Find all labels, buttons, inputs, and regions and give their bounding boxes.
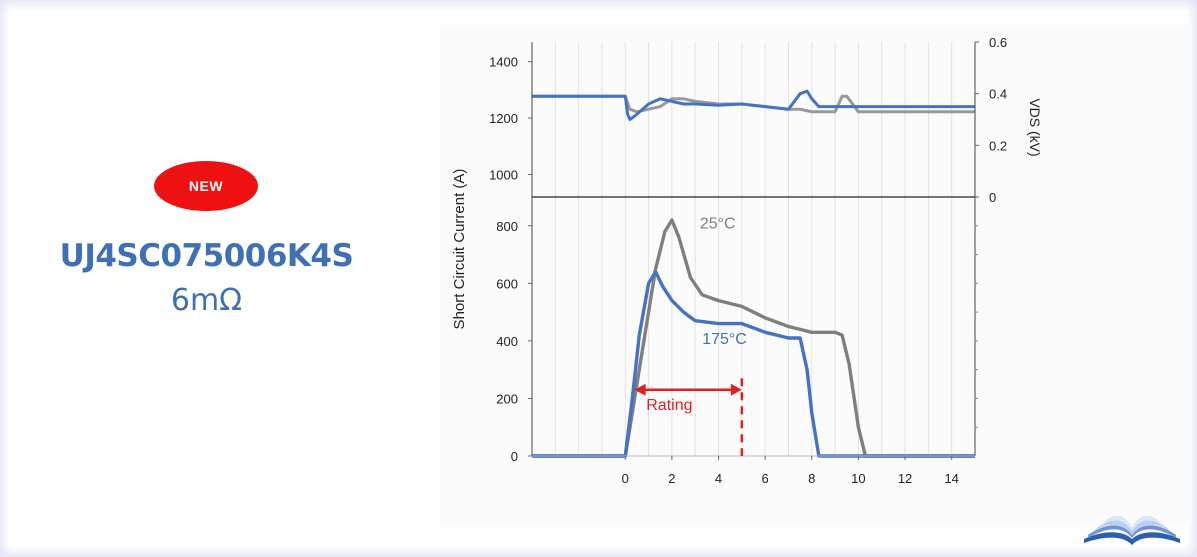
- x-tick-label: 8: [808, 471, 815, 486]
- x-tick-label: 14: [944, 471, 958, 486]
- y-tick-label: 600: [496, 276, 518, 291]
- y-tick-label: 1200: [489, 111, 518, 126]
- y-tick-label: 1400: [489, 55, 518, 70]
- short-circuit-chart: 0 2 4 6 8 10 12 14 0 200 400 600 800 1000 1200 1400 0 0.2…: [451, 35, 1043, 486]
- y2-tick-label: 0: [989, 190, 996, 205]
- x-tick-label: 2: [668, 471, 675, 486]
- x-tick-label: 10: [851, 471, 865, 486]
- y-axis-title: Short Circuit Current (A): [451, 169, 468, 330]
- current-series-line: [532, 270, 975, 458]
- x-tick-label: 6: [762, 471, 769, 486]
- part-number: UJ4SC075006K4S: [59, 238, 354, 274]
- grid-layer: [554, 42, 976, 456]
- new-badge: NEW: [154, 161, 258, 211]
- chart-panel: 0 2 4 6 8 10 12 14 0 200 400 600 800 1000 1200 1400 0 0.2…: [440, 25, 1192, 525]
- y2-axis-title: VDS (kV): [1027, 98, 1043, 156]
- book-logo-icon: [1084, 515, 1180, 545]
- current-layer: [532, 218, 975, 458]
- x-tick-label: 12: [898, 471, 912, 486]
- vds-layer: [532, 89, 975, 121]
- rating-arrowhead-left: [634, 383, 646, 396]
- y2-tick-label: 0.6: [989, 35, 1007, 50]
- y2-tick-label: 0.4: [989, 87, 1007, 102]
- rating-arrowhead-right: [730, 383, 742, 396]
- axes-layer: 0 2 4 6 8 10 12 14 0 200 400 600 800 1000 1200 1400 0 0.2…: [451, 35, 1043, 486]
- y-tick-label: 800: [496, 219, 518, 234]
- label-layer: 25°C 175°C Rating: [634, 216, 747, 456]
- y-tick-label: 1000: [489, 167, 518, 182]
- resistance-value: 6mΩ: [170, 283, 243, 318]
- annotation-label: Rating: [646, 397, 692, 414]
- current-series-line: [532, 218, 975, 458]
- x-tick-label: 0: [622, 471, 629, 486]
- vds-series-line: [532, 89, 975, 121]
- y2-tick-label: 0.2: [989, 138, 1007, 153]
- y-tick-label: 0: [511, 449, 518, 464]
- annotation-label: 25°C: [700, 216, 736, 233]
- x-tick-label: 4: [715, 471, 722, 486]
- y-tick-label: 400: [496, 334, 518, 349]
- y-tick-label: 200: [496, 391, 518, 406]
- annotation-label: 175°C: [702, 331, 747, 348]
